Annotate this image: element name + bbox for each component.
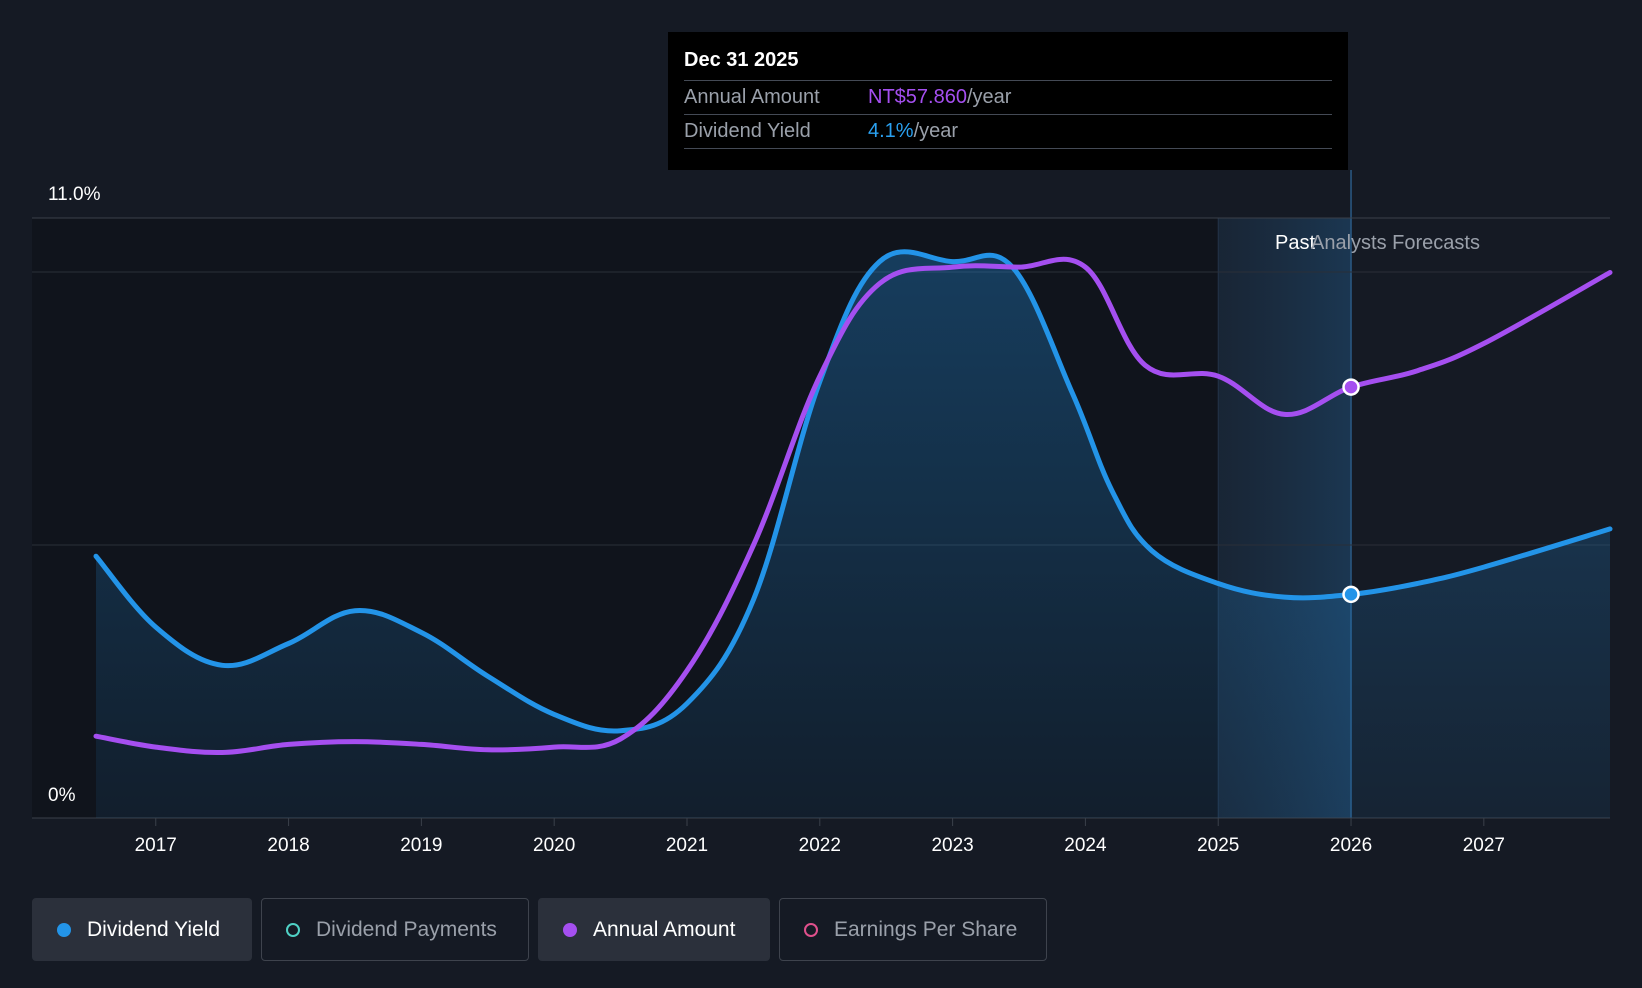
y-axis-label-max: 11.0% bbox=[48, 184, 101, 205]
tooltip-date: Dec 31 2025 bbox=[684, 49, 799, 71]
tooltip-value: 4.1% bbox=[868, 120, 914, 142]
legend-label: Annual Amount bbox=[593, 917, 736, 941]
x-tick-label: 2021 bbox=[666, 835, 708, 856]
highlight-point-dividend-yield bbox=[1342, 585, 1360, 604]
legend-item-dividend-yield[interactable]: Dividend Yield bbox=[32, 898, 252, 961]
x-tick-label: 2027 bbox=[1463, 835, 1505, 856]
legend-dot-icon bbox=[57, 922, 71, 937]
tooltip-label: Annual Amount bbox=[684, 86, 820, 108]
tooltip-unit: /year bbox=[913, 120, 959, 142]
forecast-label: Analysts Forecasts bbox=[1311, 232, 1480, 254]
tooltip-row-annual-amount: Annual Amount NT$57.860 /year bbox=[684, 80, 1332, 114]
legend-ring-icon bbox=[286, 922, 300, 937]
series-line-dividend-yield bbox=[93, 249, 1613, 734]
past-label: Past bbox=[1275, 232, 1315, 254]
legend-item-dividend-payments[interactable]: Dividend Payments bbox=[261, 898, 529, 961]
tooltip-row-dividend-yield: Dividend Yield 4.1% /year bbox=[684, 114, 1332, 149]
legend-label: Dividend Payments bbox=[316, 917, 497, 941]
x-tick-label: 2026 bbox=[1330, 835, 1372, 856]
x-tick-label: 2020 bbox=[533, 835, 575, 856]
x-tick-label: 2018 bbox=[267, 835, 309, 856]
highlight-point-annual-amount bbox=[1342, 378, 1360, 396]
x-tick-label: 2025 bbox=[1197, 835, 1239, 856]
x-tick-label: 2023 bbox=[931, 835, 973, 856]
legend-item-annual-amount[interactable]: Annual Amount bbox=[538, 898, 770, 961]
tooltip-unit: /year bbox=[966, 86, 1012, 108]
tooltip: Dec 31 2025 Annual Amount NT$57.860 /yea… bbox=[668, 32, 1348, 170]
legend-item-earnings-per-share[interactable]: Earnings Per Share bbox=[779, 898, 1047, 961]
series-area-dividend-yield bbox=[96, 251, 1610, 818]
tooltip-value: NT$57.860 bbox=[868, 86, 967, 108]
x-tick-label: 2022 bbox=[799, 835, 841, 856]
legend-ring-icon bbox=[804, 922, 818, 937]
y-axis-label-min: 0% bbox=[48, 785, 76, 806]
legend-label: Dividend Yield bbox=[87, 917, 221, 941]
series-line-annual-amount bbox=[93, 256, 1613, 756]
chart: 11.0% 0% 2017 2018 2019 2020 2021 2022 2023 2024 2… bbox=[32, 170, 1613, 856]
legend-dot-icon bbox=[563, 922, 577, 937]
tooltip-label: Dividend Yield bbox=[684, 120, 811, 142]
x-tick-label: 2017 bbox=[135, 835, 177, 856]
x-tick-label: 2019 bbox=[400, 835, 442, 856]
x-tick-label: 2024 bbox=[1064, 835, 1107, 856]
legend: Dividend Yield Dividend Payments Annual … bbox=[32, 898, 1047, 961]
legend-label: Earnings Per Share bbox=[834, 917, 1018, 941]
